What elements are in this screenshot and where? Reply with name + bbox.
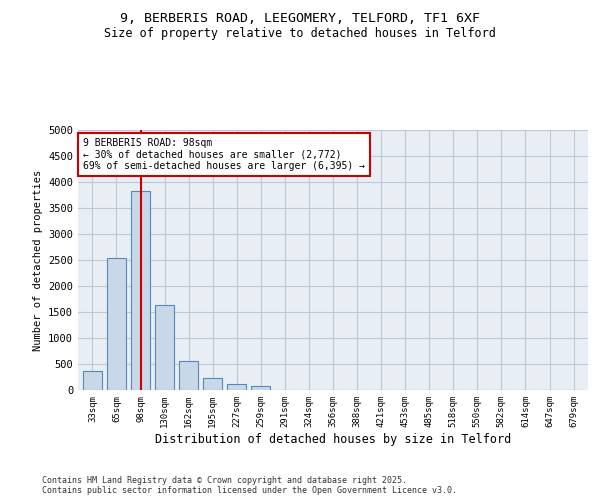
Text: Size of property relative to detached houses in Telford: Size of property relative to detached ho… [104, 28, 496, 40]
Text: 9 BERBERIS ROAD: 98sqm
← 30% of detached houses are smaller (2,772)
69% of semi-: 9 BERBERIS ROAD: 98sqm ← 30% of detached… [83, 138, 365, 171]
Bar [155, 305, 174, 390]
Bar [251, 386, 271, 390]
Bar [107, 258, 126, 390]
Bar [203, 378, 223, 390]
Text: 9, BERBERIS ROAD, LEEGOMERY, TELFORD, TF1 6XF: 9, BERBERIS ROAD, LEEGOMERY, TELFORD, TF… [120, 12, 480, 26]
Bar [131, 192, 150, 390]
Bar [227, 384, 247, 390]
X-axis label: Distribution of detached houses by size in Telford: Distribution of detached houses by size … [155, 432, 511, 446]
Y-axis label: Number of detached properties: Number of detached properties [32, 170, 43, 350]
Bar [179, 361, 198, 390]
Text: Contains HM Land Registry data © Crown copyright and database right 2025.
Contai: Contains HM Land Registry data © Crown c… [42, 476, 457, 495]
Bar [83, 371, 102, 390]
